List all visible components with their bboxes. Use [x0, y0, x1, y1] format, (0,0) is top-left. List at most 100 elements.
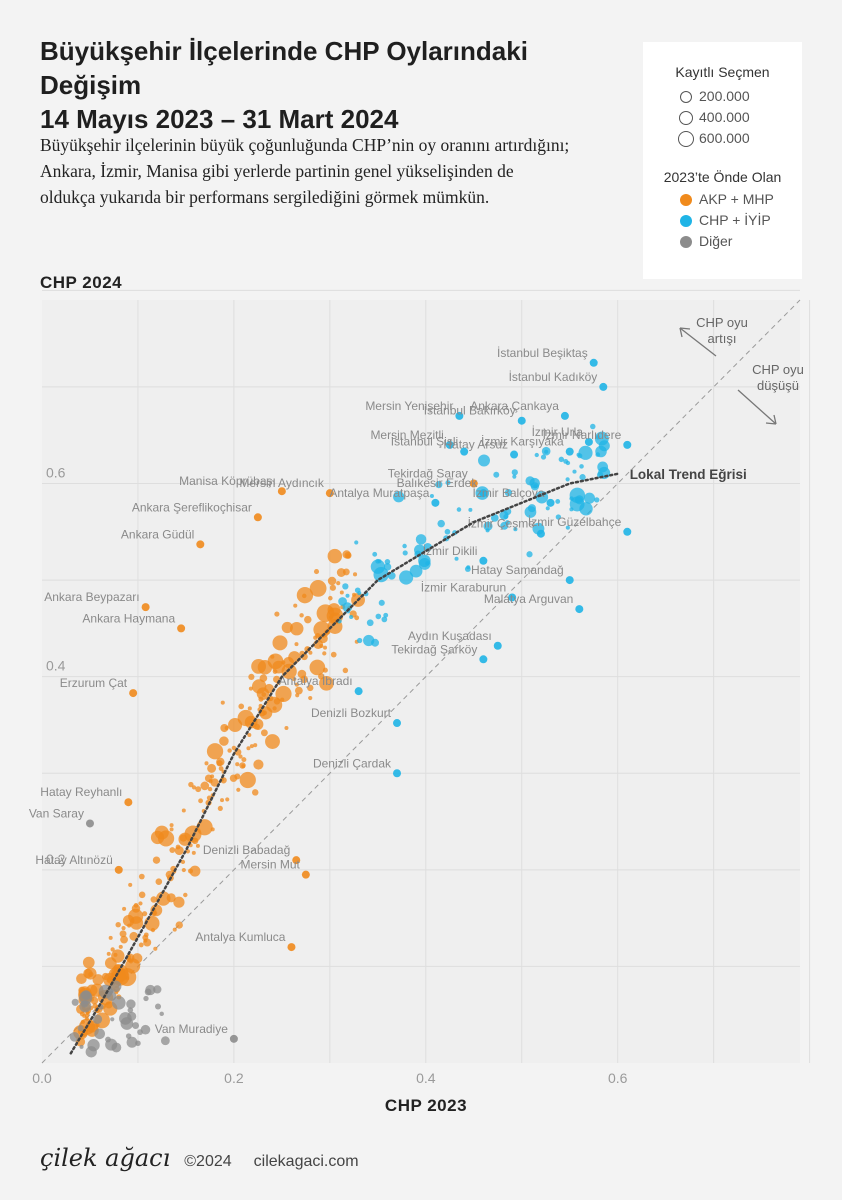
scatter-point	[188, 781, 194, 788]
scatter-point	[569, 496, 574, 501]
scatter-point	[121, 926, 126, 931]
scatter-point	[247, 732, 252, 737]
scatter-point	[319, 676, 334, 691]
scatter-point	[225, 797, 230, 802]
point-label: Hatay Altınözü	[35, 853, 112, 867]
scatter-point	[373, 566, 389, 583]
point-label: Balıkesir Erdek	[397, 476, 479, 490]
labeled-point	[229, 1034, 238, 1043]
scatter-point	[102, 972, 110, 981]
footer: çilek ağacı ©2024 cilekagaci.com	[40, 1144, 359, 1172]
scatter-point	[383, 612, 389, 618]
scatter-point	[259, 674, 268, 683]
point-label: İzmir Urla	[532, 425, 584, 439]
scatter-point	[110, 947, 115, 952]
labeled-point	[124, 798, 133, 807]
website: cilekagaci.com	[253, 1153, 359, 1170]
scatter-point	[418, 557, 431, 570]
scatter-point	[339, 590, 344, 595]
scatter-point	[304, 615, 312, 624]
scatter-point	[598, 440, 610, 452]
scatter-point	[513, 527, 518, 532]
scatter-point	[155, 878, 163, 885]
scatter-point	[493, 471, 500, 478]
scatter-point	[119, 930, 127, 938]
scatter-point	[352, 592, 357, 597]
legend-size-title: Kayıtlı Seçmen	[675, 64, 770, 80]
scatter-point	[111, 996, 126, 1010]
scatter-point	[217, 805, 223, 811]
scatter-point	[500, 521, 509, 530]
scatter-point	[309, 580, 327, 597]
point-label: İzmir Karşıyaka	[481, 435, 564, 449]
scatter-point	[490, 514, 499, 522]
scatter-point	[204, 761, 209, 766]
point-label: İstanbul Beşiktaş	[497, 346, 588, 360]
labeled-point	[565, 576, 574, 585]
scatter-point	[526, 551, 533, 558]
scatter-point	[196, 819, 213, 836]
scatter-point	[143, 938, 152, 947]
scatter-point	[289, 621, 304, 636]
point-label: Denizli Bozkurt	[311, 706, 392, 720]
scatter-point	[345, 593, 350, 598]
scatter-point	[138, 942, 144, 948]
point-label: Hatay Samandağ	[471, 563, 564, 577]
point-label: Aydın Kuşadası	[408, 629, 492, 643]
scatter-point	[94, 1028, 106, 1040]
scatter-point	[220, 777, 227, 784]
scatter-point	[69, 1032, 80, 1042]
scatter-point	[512, 474, 517, 479]
scatter-point	[272, 635, 288, 651]
point-label: İzmir Narlıdere	[543, 428, 622, 442]
y-tick-label: 0.2	[46, 851, 66, 867]
legend-akp-mhp-label: AKP + MHP	[699, 191, 774, 207]
scatter-point	[534, 452, 539, 458]
scatter-point	[189, 865, 201, 877]
point-label: Hatay Arsuz	[443, 438, 508, 452]
labeled-point	[196, 540, 205, 549]
scatter-point	[220, 798, 225, 803]
scatter-point	[555, 514, 562, 520]
scatter-point	[540, 454, 547, 460]
point-label: Ankara Haymana	[82, 611, 175, 625]
scatter-point	[569, 496, 585, 512]
scatter-point	[144, 988, 152, 996]
annotation-decrease-text: CHP oyu	[752, 362, 804, 377]
scatter-point	[191, 850, 196, 855]
labeled-point	[431, 498, 440, 507]
legend-color-title: 2023’te Önde Olan	[663, 169, 782, 185]
scatter-point	[113, 952, 118, 957]
scatter-point	[95, 1023, 100, 1028]
scatter-point	[249, 744, 254, 749]
x-tick-label: 0.0	[32, 1070, 52, 1086]
point-label: Ankara Güdül	[121, 527, 194, 541]
scatter-point	[71, 998, 79, 1006]
scatter-point	[299, 613, 304, 618]
scatter-point	[218, 766, 224, 771]
annotation-increase-text: artışı	[708, 331, 737, 346]
scatter-point	[308, 650, 313, 655]
scatter-point	[260, 729, 268, 737]
scatter-point	[92, 974, 104, 986]
scatter-point	[272, 706, 277, 711]
scatter-point	[128, 882, 133, 887]
legend-box: Kayıtlı Seçmen 200.000 400.000 600.000 2…	[643, 42, 802, 279]
scatter-point	[294, 682, 299, 687]
scatter-point	[468, 507, 473, 512]
labeled-point	[354, 687, 363, 696]
scatter-point	[111, 1042, 122, 1053]
point-label: Malatya Arguvan	[484, 592, 573, 606]
scatter-point	[247, 706, 252, 711]
point-label: Mersin Mut	[241, 858, 301, 872]
scatter-point	[88, 971, 94, 977]
scatter-point	[437, 519, 445, 528]
scatter-point	[198, 798, 203, 804]
arrow-increase	[679, 327, 717, 357]
scatter-point	[336, 568, 346, 577]
scatter-point	[173, 896, 185, 908]
x-tick-label: 0.6	[608, 1070, 628, 1086]
legend-other-dot	[680, 236, 692, 248]
scatter-point	[181, 808, 186, 813]
